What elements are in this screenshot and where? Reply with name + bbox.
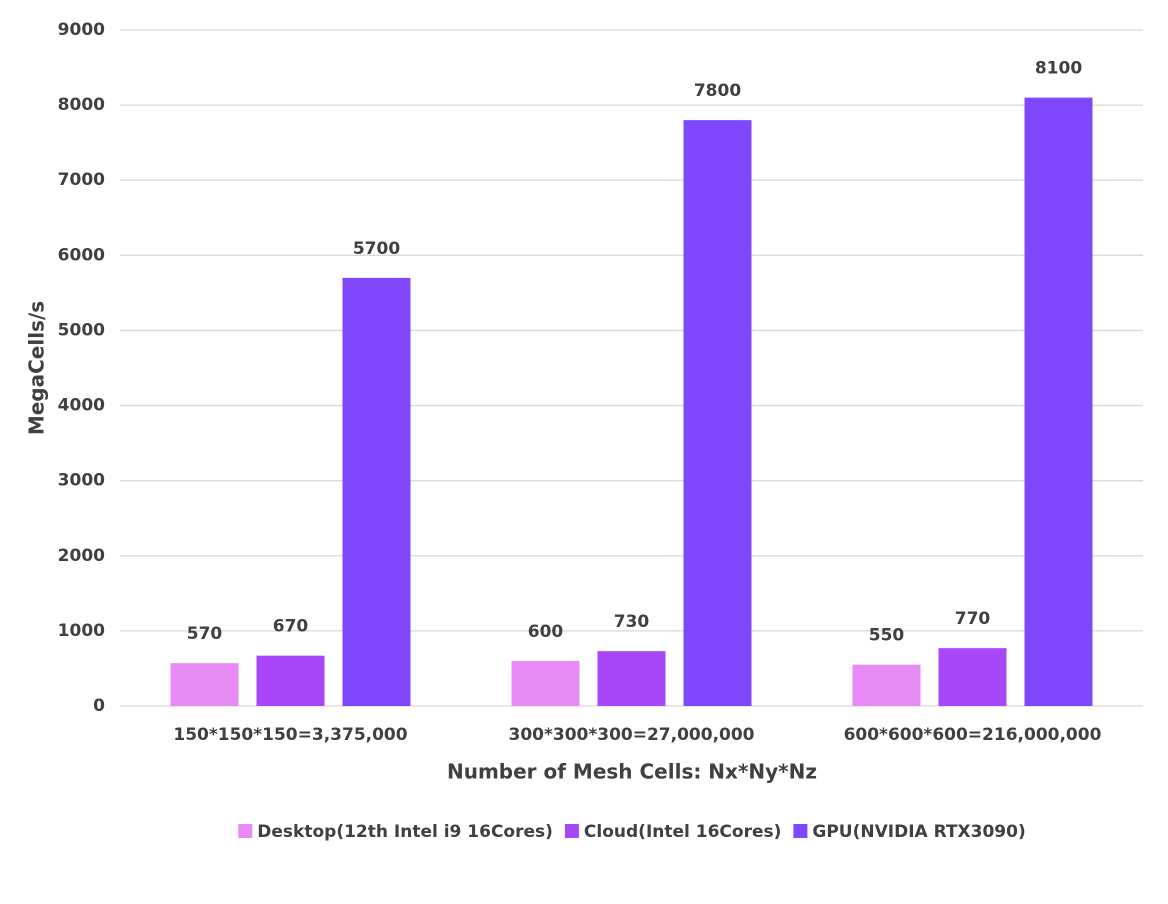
- data-label: 550: [869, 626, 905, 646]
- y-tick-label: 5000: [58, 320, 105, 340]
- bar: [1024, 97, 1093, 707]
- x-tick-label: 150*150*150=3,375,000: [173, 725, 407, 745]
- bar: [256, 655, 325, 706]
- y-tick-label: 0: [93, 696, 105, 716]
- bar: [852, 664, 921, 706]
- x-tick-label: 300*300*300=27,000,000: [508, 725, 754, 745]
- data-label: 5700: [353, 239, 400, 259]
- data-label: 7800: [694, 81, 741, 101]
- data-label: 8100: [1035, 59, 1082, 79]
- legend-swatch: [793, 824, 808, 838]
- legend-swatch: [564, 824, 579, 838]
- legend-label: GPU(NVIDIA RTX3090): [812, 822, 1025, 842]
- y-tick-label: 7000: [58, 170, 105, 190]
- y-tick-label: 1000: [58, 621, 105, 641]
- y-tick-label: 9000: [58, 20, 105, 40]
- bar: [342, 277, 411, 706]
- legend-swatch: [238, 824, 253, 838]
- y-axis-title: MegaCells/s: [25, 301, 49, 435]
- legend-label: Desktop(12th Intel i9 16Cores): [257, 822, 553, 842]
- data-label: 570: [187, 624, 223, 644]
- y-tick-label: 2000: [58, 546, 105, 566]
- x-axis-title: Number of Mesh Cells: Nx*Ny*Nz: [447, 760, 817, 784]
- data-label: 730: [614, 612, 650, 632]
- y-tick-label: 6000: [58, 245, 105, 265]
- legend-label: Cloud(Intel 16Cores): [584, 822, 781, 842]
- data-label: 670: [273, 617, 309, 637]
- bar: [597, 651, 666, 706]
- data-label: 770: [955, 609, 991, 629]
- legend: Desktop(12th Intel i9 16Cores) Cloud(Inte…: [238, 822, 1026, 842]
- bar: [170, 663, 239, 706]
- bar: [683, 120, 752, 707]
- y-tick-label: 4000: [58, 396, 105, 416]
- y-tick-label: 8000: [58, 95, 105, 115]
- bar: [511, 660, 580, 706]
- x-tick-label: 600*600*600=216,000,000: [844, 725, 1102, 745]
- y-tick-label: 3000: [58, 471, 105, 491]
- data-label: 600: [528, 622, 564, 642]
- bar: [938, 648, 1007, 706]
